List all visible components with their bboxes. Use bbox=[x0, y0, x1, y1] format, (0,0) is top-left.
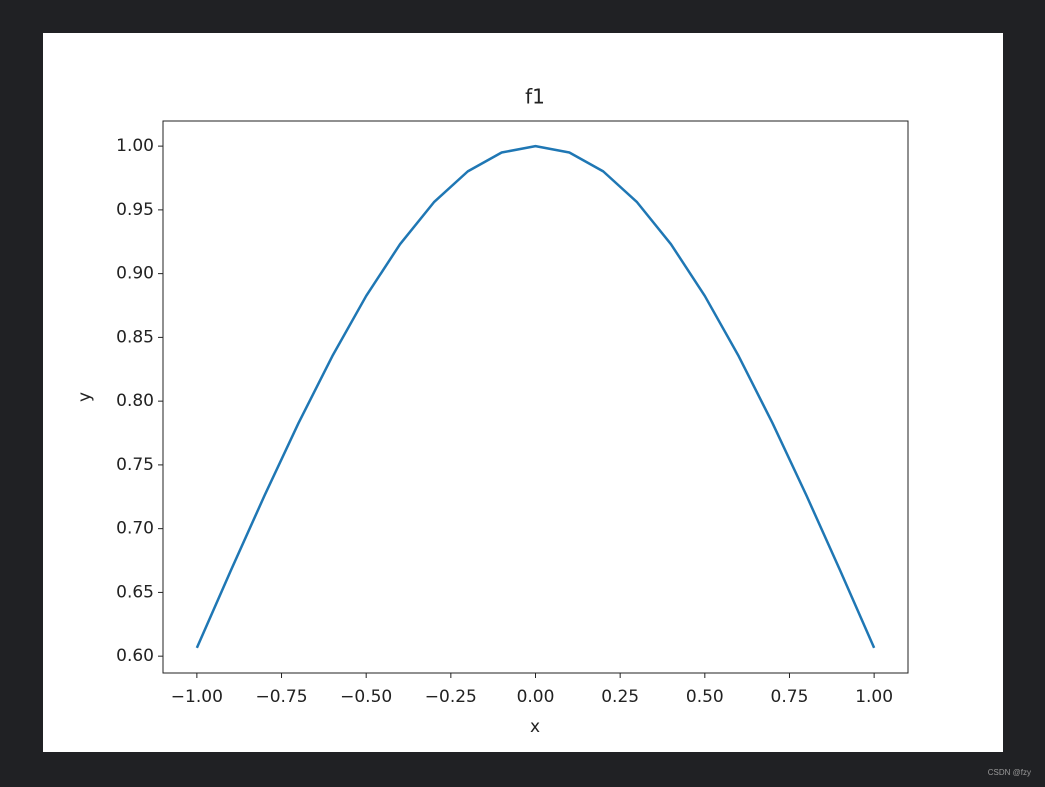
x-tick-label: 0.50 bbox=[686, 687, 724, 707]
chart-title: f1 bbox=[525, 85, 545, 109]
line bbox=[195, 144, 876, 649]
x-tick-label: 1.00 bbox=[855, 687, 893, 707]
x-tick-label: −0.75 bbox=[255, 687, 307, 707]
y-tick-label: 0.60 bbox=[116, 646, 154, 666]
x-tick-label: −0.50 bbox=[340, 687, 392, 707]
x-axis-label: x bbox=[530, 717, 540, 737]
x-tick-label: 0.75 bbox=[771, 687, 809, 707]
y-tick-label: 0.80 bbox=[116, 391, 154, 411]
y-axis-label: y bbox=[75, 392, 95, 402]
y-tick-label: 0.90 bbox=[116, 264, 154, 284]
y-tick-label: 0.75 bbox=[116, 455, 154, 475]
y-tick-label: 0.65 bbox=[116, 582, 154, 602]
y-tick-label: 1.00 bbox=[116, 136, 154, 156]
y-tick-label: 0.95 bbox=[116, 200, 154, 220]
watermark: CSDN @fzy bbox=[987, 768, 1031, 777]
y-tick-label: 0.85 bbox=[116, 327, 154, 347]
chart: f1 x y 0.60 0.65 0.70 0.75 0.80 0.85 0.90 0.95 1… bbox=[75, 85, 909, 737]
x-tick-label: 0.25 bbox=[601, 687, 639, 707]
x-tick-label: 0.00 bbox=[517, 687, 555, 707]
x-tick-label: −0.25 bbox=[425, 687, 477, 707]
x-tick-label: −1.00 bbox=[171, 687, 223, 707]
figure: f1 x y 0.60 0.65 0.70 0.75 0.80 0.85 0.90 0.95 1… bbox=[43, 33, 1003, 752]
y-tick-label: 0.70 bbox=[116, 519, 154, 539]
axes-frame bbox=[162, 120, 909, 674]
